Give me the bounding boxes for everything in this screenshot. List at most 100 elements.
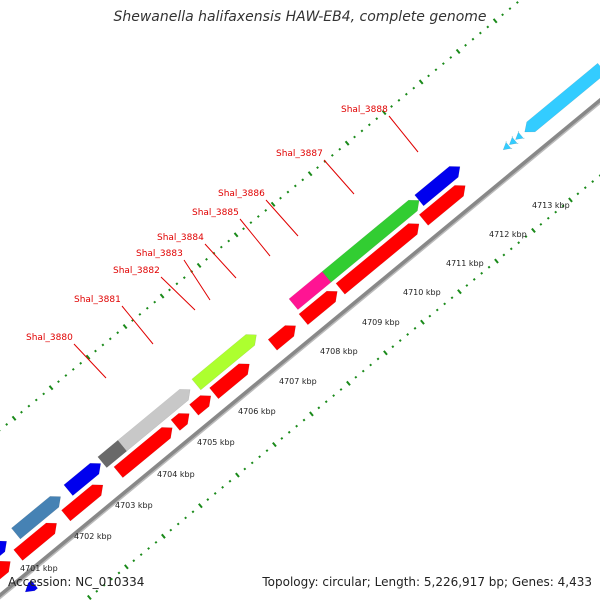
inner-tick [198,503,203,509]
orf-arrow-highlight [13,518,47,550]
gene-label: Shal_3883 [136,249,183,259]
gene-label-leader [73,343,107,379]
outer-tick [390,105,393,108]
inner-tick [117,571,121,575]
gene-label-leader [388,115,419,153]
inner-tick [450,296,454,300]
inner-tick [480,271,484,275]
outer-tick [159,293,165,299]
orf-arrow-cyan-highlight [511,131,514,137]
inner-tick [413,326,417,330]
kbp-label: 4707 kbp [279,377,317,386]
outer-tick [175,282,179,286]
gene-block-highlight [97,436,119,457]
outer-tick [79,361,83,365]
gene-label: Shal_3886 [218,189,265,199]
inner-tick [302,418,306,422]
orf-arrow-highlight [298,286,328,315]
outer-tick [153,300,157,304]
kbp-label: 4713 kbp [532,201,570,210]
orf-arrow [61,484,104,522]
inner-tick [531,227,536,234]
inner-tick [391,345,395,349]
outer-tick [418,79,424,85]
orf-arrow-cyan-highlight [520,64,592,127]
outer-tick [501,13,504,17]
outer-tick [182,276,186,280]
outer-tick [145,306,149,310]
gene-label: Shal_3888 [341,105,388,115]
orf-arrow-highlight [268,321,286,340]
inner-tick [568,197,573,203]
orf-arrow-cyan [502,140,514,151]
kbp-label: 4711 kbp [446,259,484,268]
kbp-label: 4710 kbp [403,288,441,297]
orf-arrow-highlight [61,480,93,511]
outer-tick [441,62,445,66]
inner-tick [361,369,365,373]
inner-tick [295,424,299,428]
inner-tick [184,516,188,520]
inner-tick [154,540,158,544]
outer-tick [227,239,231,243]
gene-label-leader [183,259,211,301]
inner-tick [139,553,143,557]
outer-tick [464,43,467,47]
gene-label: Shal_3880 [26,333,73,343]
inner-tick [132,559,136,563]
orf-arrow-highlight [113,423,163,467]
inner-tick [517,241,521,245]
outer-tick [449,56,453,59]
inner-tick [324,400,328,404]
orf-arrow [24,580,39,593]
kbp-label: 4702 kbp [74,532,112,541]
kbp-label: 4703 kbp [115,501,153,510]
outer-tick [492,18,498,24]
kbp-label: 4712 kbp [489,230,527,239]
outer-tick [270,201,276,207]
kbp-label: 4701 kbp [20,564,58,573]
outer-tick [375,117,379,121]
outer-tick [344,140,350,146]
orf-arrow [13,522,57,561]
outer-tick [11,415,17,421]
gene-label-leader [204,243,237,279]
gene-block [63,462,101,497]
inner-tick [280,436,284,440]
inner-tick [435,308,439,312]
kbp-labels: 4701 kbp 4702 kbp 4703 kbp 4704 kbp 4705 kbp… [20,201,570,573]
gene-label-leader [323,159,355,195]
kbp-label: 4704 kbp [157,470,195,479]
outer-tick [57,380,60,384]
inner-tick [110,577,113,581]
outer-tick [219,245,223,249]
inner-tick [494,258,499,264]
kbp-label: 4705 kbp [197,438,235,447]
outer-tick [471,37,475,41]
inner-tick [317,406,321,410]
outer-tick [256,215,260,218]
kbp-label: 4709 kbp [362,318,400,327]
gene-labels: Shal_3880 Shal_3881 Shal_3882 Shal_3883 Shal… [26,105,419,379]
outer-tick [412,86,416,90]
inner-tick [228,479,232,483]
outer-tick [515,1,519,4]
backbone-line [0,97,600,599]
inner-tick [287,430,291,434]
outer-tick [138,312,142,316]
gene-block-highlight [11,492,51,529]
inner-tick [472,278,476,281]
outer-tick [478,31,482,35]
gene-block [0,540,7,557]
gene-label-leader [160,276,196,311]
gene-block-highlight [414,162,450,196]
outer-tick [338,147,342,151]
outer-tick [455,48,461,54]
outer-tick [116,331,120,335]
orf-arrow [0,560,11,580]
gene-block [11,496,61,540]
inner-tick [265,449,269,453]
orf-arrow [298,290,338,326]
outer-tick [122,324,128,330]
